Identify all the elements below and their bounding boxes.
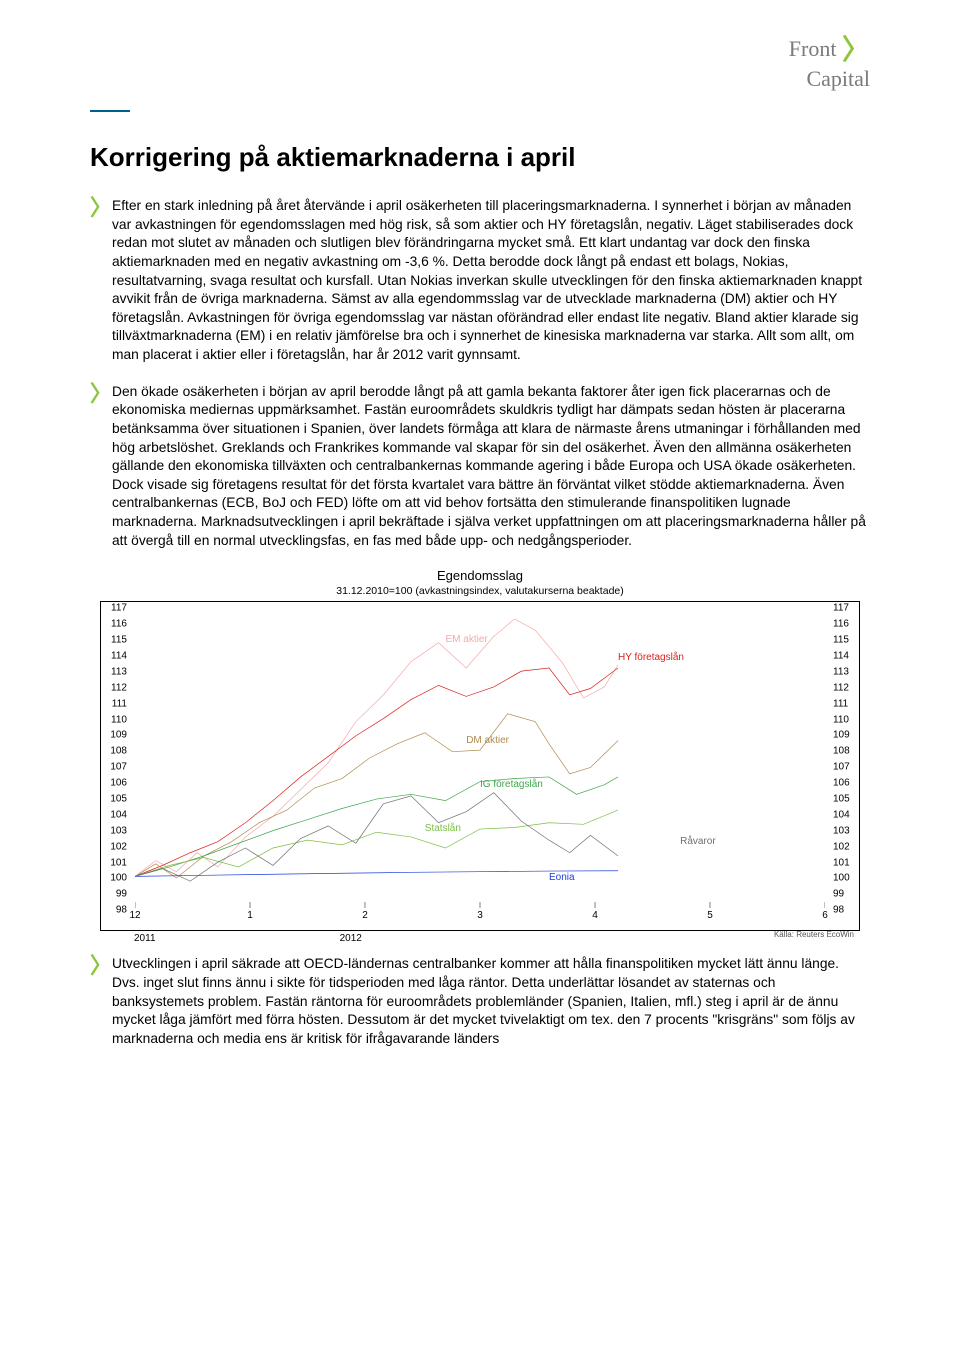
y-tick-label: 114 xyxy=(833,650,861,661)
y-tick-label: 98 xyxy=(833,905,861,916)
y-tick-label: 102 xyxy=(833,841,861,852)
y-tick-label: 101 xyxy=(833,857,861,868)
y-tick-label: 106 xyxy=(833,778,861,789)
y-tick-label: 115 xyxy=(833,635,861,646)
x-tick-label: 6 xyxy=(822,910,828,921)
y-tick-label: 106 xyxy=(99,778,127,789)
asset-class-chart: Egendomsslag 31.12.2010=100 (avkastnings… xyxy=(100,568,860,939)
logo-line-1: Front 〉 xyxy=(789,28,870,68)
y-tick-label: 112 xyxy=(833,682,861,693)
y-tick-label: 103 xyxy=(833,825,861,836)
series-label: IG företagslån xyxy=(480,779,543,790)
y-tick-label: 109 xyxy=(99,730,127,741)
y-tick-label: 110 xyxy=(833,714,861,725)
series-line xyxy=(135,871,618,877)
y-tick-label: 101 xyxy=(99,857,127,868)
series-label: EM aktier xyxy=(446,634,488,645)
page-title: Korrigering på aktiemarknaderna i april xyxy=(90,142,870,173)
paragraph-text: Den ökade osäkerheten i början av april … xyxy=(112,383,870,551)
y-tick-label: 113 xyxy=(833,666,861,677)
paragraph-block: 〉 Utvecklingen i april säkrade att OECD-… xyxy=(90,955,870,1048)
x-tick-label: 3 xyxy=(477,910,483,921)
chevron-bullet-icon: 〉 xyxy=(90,197,112,219)
header-rule xyxy=(90,110,130,112)
x-tick-label: 4 xyxy=(592,910,598,921)
y-tick-label: 103 xyxy=(99,825,127,836)
y-tick-label: 115 xyxy=(99,635,127,646)
y-tick-label: 100 xyxy=(99,873,127,884)
logo-word-front: Front xyxy=(789,36,837,61)
series-line xyxy=(135,777,618,876)
y-tick-label: 117 xyxy=(99,603,127,614)
series-label: Råvaror xyxy=(680,836,716,847)
x-tick-label: 1 xyxy=(247,910,253,921)
chart-subtitle: 31.12.2010=100 (avkastningsindex, valuta… xyxy=(100,585,860,597)
y-tick-label: 104 xyxy=(99,809,127,820)
series-line xyxy=(135,668,618,876)
chart-source: Källa: Reuters EcoWin xyxy=(100,930,860,939)
logo-angle-icon: 〉 xyxy=(842,35,870,66)
series-line xyxy=(135,714,618,878)
series-label: HY företagslån xyxy=(618,652,684,663)
series-line xyxy=(135,810,618,876)
y-tick-label: 117 xyxy=(833,603,861,614)
y-tick-label: 111 xyxy=(99,698,127,709)
y-tick-label: 113 xyxy=(99,666,127,677)
y-tick-label: 108 xyxy=(99,746,127,757)
y-tick-label: 98 xyxy=(99,905,127,916)
y-tick-label: 99 xyxy=(833,889,861,900)
y-tick-label: 107 xyxy=(99,762,127,773)
y-axis-left: 98 99 100 101 102 103 104 105 106 107 108 109 110 111… xyxy=(99,602,127,932)
y-tick-label: 105 xyxy=(833,793,861,804)
document-page: Front 〉 Capital Korrigering på aktiemark… xyxy=(0,0,960,1106)
x-year-right: 2012 xyxy=(340,933,362,944)
series-label: DM aktier xyxy=(466,735,509,746)
y-tick-label: 99 xyxy=(99,889,127,900)
y-tick-label: 108 xyxy=(833,746,861,757)
y-tick-label: 100 xyxy=(833,873,861,884)
y-tick-label: 102 xyxy=(99,841,127,852)
y-tick-label: 109 xyxy=(833,730,861,741)
x-tick-label: 2 xyxy=(362,910,368,921)
y-tick-label: 114 xyxy=(99,650,127,661)
paragraph-block: 〉 Den ökade osäkerheten i början av apri… xyxy=(90,383,870,551)
chart-plot: EM aktier HY företagslån DM aktier IG föret… xyxy=(135,608,825,908)
series-label: Statslån xyxy=(425,823,461,834)
y-tick-label: 104 xyxy=(833,809,861,820)
chevron-bullet-icon: 〉 xyxy=(90,383,112,405)
y-tick-label: 112 xyxy=(99,682,127,693)
y-tick-label: 110 xyxy=(99,714,127,725)
chart-svg xyxy=(135,608,825,908)
paragraph-text: Efter en stark inledning på året återvän… xyxy=(112,197,870,365)
chevron-bullet-icon: 〉 xyxy=(90,955,112,977)
x-tick-label: 12 xyxy=(129,910,140,921)
chart-title: Egendomsslag xyxy=(100,568,860,583)
y-tick-label: 116 xyxy=(99,619,127,630)
brand-logo: Front 〉 Capital xyxy=(789,28,870,92)
y-tick-label: 111 xyxy=(833,698,861,709)
x-tick-label: 5 xyxy=(707,910,713,921)
x-year-left: 2011 xyxy=(134,933,156,944)
series-line xyxy=(135,793,618,881)
paragraph-text: Utvecklingen i april säkrade att OECD-lä… xyxy=(112,955,870,1048)
y-axis-right: 98 99 100 101 102 103 104 105 106 107 108 109 110 111… xyxy=(833,602,861,932)
paragraph-block: 〉 Efter en stark inledning på året återv… xyxy=(90,197,870,365)
logo-word-capital: Capital xyxy=(789,66,870,92)
series-label: Eonia xyxy=(549,872,575,883)
y-tick-label: 107 xyxy=(833,762,861,773)
y-tick-label: 105 xyxy=(99,793,127,804)
x-axis: 12123456 xyxy=(135,910,825,928)
chart-plot-area: 9899100101102103104105106107108109110111… xyxy=(100,601,860,931)
y-tick-label: 116 xyxy=(833,619,861,630)
